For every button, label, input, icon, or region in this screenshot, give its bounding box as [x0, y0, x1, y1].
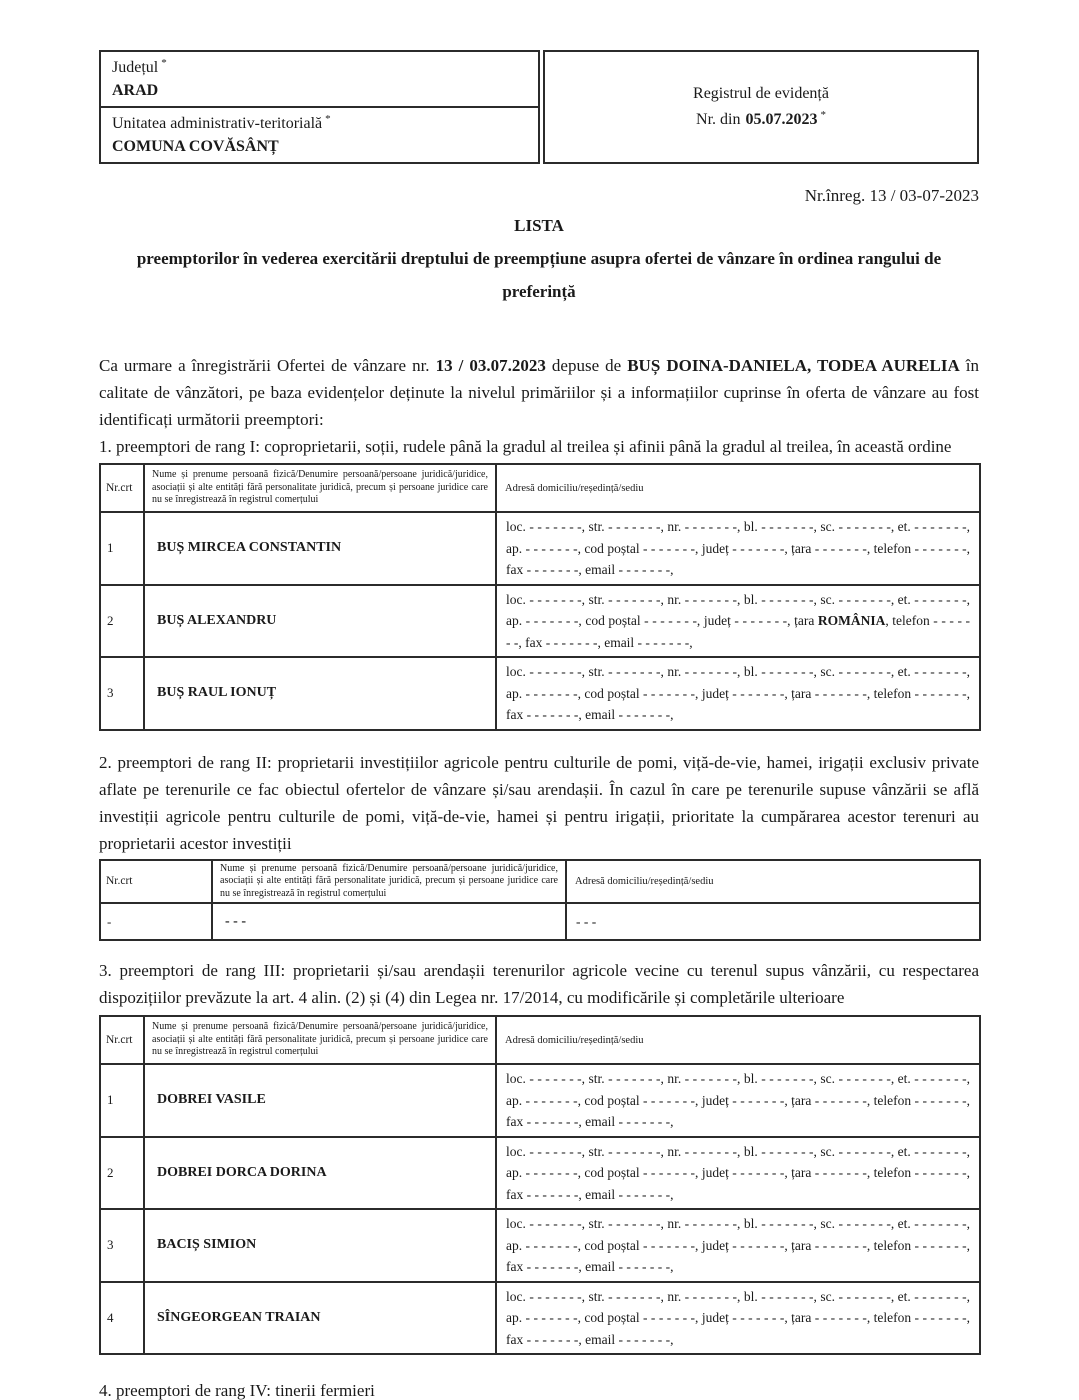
address-cell: - - -	[565, 902, 981, 941]
rank1-intro: 1. preemptori de rang I: coproprietarii,…	[99, 437, 952, 456]
address-cell: loc. - - - - - - -, str. - - - - - - -, …	[495, 1280, 981, 1355]
preemptors-list-document: Județul * ARAD Unitatea administrativ-ter…	[99, 0, 981, 1400]
required-asterisk: *	[820, 108, 826, 121]
preemptors-table-rank-3: Nr.crt Nume și prenume persoană fizică/De…	[99, 1015, 981, 1355]
table-row: 1 DOBREI VASILE loc. - - - - - - -, str. -…	[99, 1063, 981, 1138]
column-header-name: Nume și prenume persoană fizică/Denumire…	[143, 1015, 497, 1065]
column-header-address: Adresă domiciliu/reședință/sediu	[495, 1015, 981, 1065]
document-subtitle: preemptorilor în vederea exercitării dre…	[136, 249, 942, 301]
column-header-name: Nume și prenume persoană fizică/Denumire…	[211, 858, 567, 904]
rank2-table-host: Nr.crt Nume și prenume persoană fizică/De…	[99, 858, 981, 941]
table-header-row: Nr.crt Nume și prenume persoană fizică/De…	[99, 463, 981, 513]
county-label-text: Județul	[112, 59, 159, 76]
uat-label-text: Unitatea administrativ-teritorială	[112, 115, 323, 132]
address-cell: loc. - - - - - - -, str. - - - - - - -, …	[495, 1063, 981, 1138]
preemptor-name-cell: BACIȘ SIMION	[143, 1208, 497, 1283]
table-header-row: Nr.crt Nume și prenume persoană fizică/De…	[99, 1015, 981, 1065]
column-header-address: Adresă domiciliu/reședință/sediu	[565, 858, 981, 904]
column-header-nr: Nr.crt	[99, 1015, 145, 1065]
table-row: 3 BACIȘ SIMION loc. - - - - - - -, str. - …	[99, 1208, 981, 1283]
required-asterisk: *	[325, 112, 331, 125]
table-row: 2 DOBREI DORCA DORINA loc. - - - - - - -, …	[99, 1135, 981, 1210]
column-header-nr: Nr.crt	[99, 463, 145, 513]
preemptor-name-cell: DOBREI VASILE	[143, 1063, 497, 1138]
uat-label: Unitatea administrativ-teritorială *	[112, 113, 527, 135]
county-cell: Județul * ARAD	[99, 50, 540, 108]
row-number-cell: 2	[99, 583, 145, 658]
table-row: -- - -- - -	[99, 902, 981, 941]
address-cell: loc. - - - - - - -, str. - - - - - - -, …	[495, 511, 981, 586]
uat-value: COMUNA COVĂSÂNȚ	[112, 138, 279, 155]
rank3-table-host: Nr.crt Nume și prenume persoană fizică/De…	[99, 1015, 981, 1355]
county-label: Județul *	[112, 57, 527, 79]
table-row: 1 BUȘ MIRCEA CONSTANTIN loc. - - - - - - -…	[99, 511, 981, 586]
intro-paragraph: Ca urmare a înregistrării Ofertei de vân…	[99, 356, 979, 429]
uat-cell: Unitatea administrativ-teritorială * COMU…	[99, 106, 540, 164]
registry-number-line: Nr. din 05.07.2023 *	[696, 107, 826, 133]
document-header: Județul * ARAD Unitatea administrativ-ter…	[99, 50, 979, 164]
row-number-cell: 1	[99, 1063, 145, 1138]
preemptor-name-cell: - - -	[211, 902, 567, 941]
preemptor-name-cell: BUȘ RAUL IONUȚ	[143, 656, 497, 731]
registry-title: Registrul de evidență	[693, 85, 829, 102]
preemptor-name-cell: DOBREI DORCA DORINA	[143, 1135, 497, 1210]
row-number-cell: 3	[99, 1208, 145, 1283]
preemptor-name-cell: SÎNGEORGEAN TRAIAN	[143, 1280, 497, 1355]
row-number-cell: 1	[99, 511, 145, 586]
registry-number-label: Nr. din	[696, 111, 741, 128]
required-asterisk: *	[161, 56, 167, 69]
authority-box: Județul * ARAD Unitatea administrativ-ter…	[99, 50, 540, 164]
address-cell: loc. - - - - - - -, str. - - - - - - -, …	[495, 1135, 981, 1210]
rank1-table-host: Nr.crt Nume și prenume persoană fizică/De…	[99, 463, 981, 731]
column-header-name: Nume și prenume persoană fizică/Denumire…	[143, 463, 497, 513]
county-value: ARAD	[112, 82, 159, 99]
rank4-line: 4. preemptori de rang IV: tinerii fermie…	[99, 1381, 375, 1400]
column-header-address: Adresă domiciliu/reședință/sediu	[495, 463, 981, 513]
column-header-nr: Nr.crt	[99, 858, 213, 904]
table-row: 2 BUȘ ALEXANDRU loc. - - - - - - -, str. -…	[99, 583, 981, 658]
table-row: 3 BUȘ RAUL IONUȚ loc. - - - - - - -, str. …	[99, 656, 981, 731]
row-number-cell: 4	[99, 1280, 145, 1355]
preemptors-table-rank-1: Nr.crt Nume și prenume persoană fizică/De…	[99, 463, 981, 731]
address-cell: loc. - - - - - - -, str. - - - - - - -, …	[495, 656, 981, 731]
row-number-cell: -	[99, 902, 213, 941]
document-title: LISTA	[514, 216, 564, 235]
preemptor-name-cell: BUȘ ALEXANDRU	[143, 583, 497, 658]
registry-number-value: 05.07.2023	[745, 111, 818, 128]
address-cell: loc. - - - - - - -, str. - - - - - - -, …	[495, 583, 981, 658]
registration-number-line: Nr.înreg. 13 / 03-07-2023	[804, 186, 979, 205]
row-number-cell: 3	[99, 656, 145, 731]
table-header-row: Nr.crt Nume și prenume persoană fizică/De…	[99, 858, 981, 904]
registry-box: Registrul de evidență Nr. din 05.07.2023 *	[543, 50, 979, 164]
rank2-intro: 2. preemptori de rang II: proprietarii i…	[99, 752, 979, 853]
preemptor-name-cell: BUȘ MIRCEA CONSTANTIN	[143, 511, 497, 586]
preemptors-table-rank-2: Nr.crt Nume și prenume persoană fizică/De…	[99, 858, 981, 941]
table-row: 4 SÎNGEORGEAN TRAIAN loc. - - - - - - -, s…	[99, 1280, 981, 1355]
address-cell: loc. - - - - - - -, str. - - - - - - -, …	[495, 1208, 981, 1283]
row-number-cell: 2	[99, 1135, 145, 1210]
rank3-intro: 3. preemptori de rang III: proprietarii …	[99, 961, 979, 1007]
